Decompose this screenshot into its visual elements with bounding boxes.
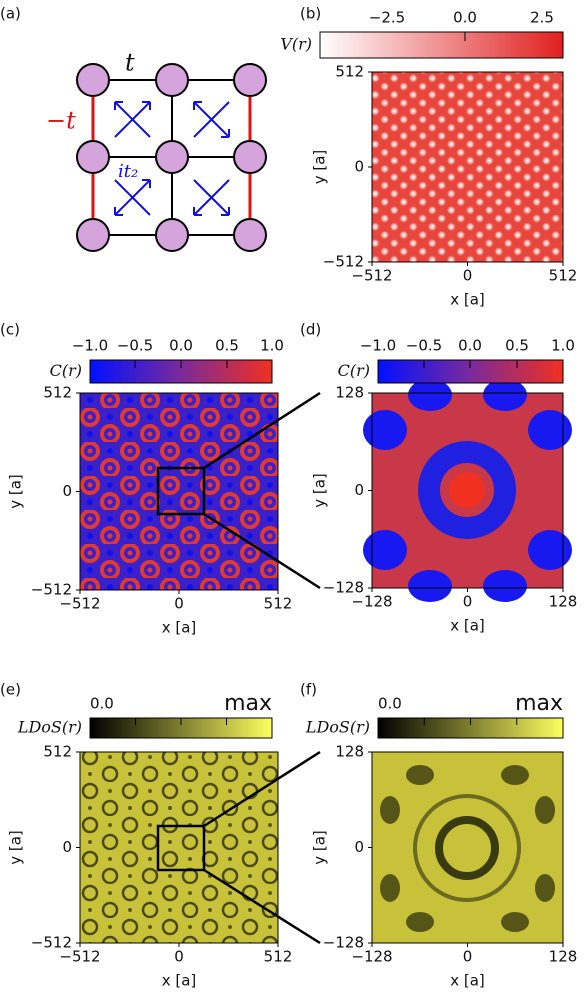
lattice <box>76 63 267 252</box>
colorbar-label: V(r) <box>280 35 312 54</box>
colorbar-tick-label: 1.0 <box>260 337 284 355</box>
x-axis-label: x [a] <box>450 617 485 635</box>
colorbar-tick-label: 0.5 <box>215 337 239 355</box>
colorbar-tick-label: 0.0 <box>169 337 193 355</box>
y-tick-label: 512 <box>43 743 72 761</box>
panel-label: (c) <box>0 321 20 339</box>
y-tick-label: 0 <box>62 482 72 500</box>
x-tick-label: 0 <box>463 593 473 611</box>
colorbar-tick-label: max <box>224 691 272 716</box>
x-tick-label: 0 <box>174 595 184 613</box>
y-tick-label: −512 <box>31 934 72 952</box>
panel-label: (b) <box>300 5 321 23</box>
x-axis-label: x [a] <box>450 291 485 309</box>
colorbar-label: LDoS(r) <box>305 718 370 737</box>
y-axis-label: y [a] <box>7 830 25 865</box>
x-axis-label: x [a] <box>162 619 197 637</box>
colorbar-tick-label: 1.0 <box>551 337 575 355</box>
x-tick-label: −512 <box>351 267 392 285</box>
colorbar-label: LDoS(r) <box>17 718 82 737</box>
x-tick-label: 0 <box>463 267 473 285</box>
colorbar-tick-label: 0.0 <box>378 695 402 713</box>
y-axis-label: y [a] <box>311 150 329 185</box>
y-tick-label: 128 <box>335 743 364 761</box>
hopping-label: −t <box>46 107 76 135</box>
x-tick-label: 128 <box>549 948 578 966</box>
colorbar-tick-label: −2.5 <box>369 9 405 27</box>
heatmap <box>372 72 563 262</box>
colorbar-tick-label: 2.5 <box>530 9 554 27</box>
x-tick-label: −128 <box>351 593 392 611</box>
colorbar-tick-label: 0.5 <box>505 337 529 355</box>
y-tick-label: −512 <box>323 253 364 271</box>
panel-label: (d) <box>300 321 321 339</box>
y-tick-label: −128 <box>323 934 364 952</box>
y-tick-label: 0 <box>354 481 364 499</box>
colorbar-tick-label: 0.0 <box>458 337 482 355</box>
y-axis-label: y [a] <box>311 473 329 508</box>
colorbar-tick-label: −0.5 <box>406 337 442 355</box>
colorbar-tick-label: 0.0 <box>453 9 477 27</box>
colorbar-tick-label: −1.0 <box>72 337 108 355</box>
x-tick-label: 512 <box>264 948 293 966</box>
x-axis-label: x [a] <box>162 972 197 990</box>
heatmap <box>363 379 572 602</box>
y-tick-label: 0 <box>354 838 364 856</box>
y-axis-label: y [a] <box>7 474 25 509</box>
y-tick-label: 0 <box>62 838 72 856</box>
x-tick-label: 512 <box>549 267 578 285</box>
colorbar-label: C(r) <box>50 361 82 380</box>
panel-label: (e) <box>0 681 21 699</box>
colorbar <box>319 31 564 59</box>
hopping-label: t <box>125 49 135 77</box>
x-tick-label: 0 <box>174 948 184 966</box>
x-tick-label: 0 <box>463 948 473 966</box>
colorbar-tick-label: 0.0 <box>90 695 114 713</box>
y-tick-label: 512 <box>43 384 72 402</box>
x-tick-label: −128 <box>351 948 392 966</box>
colorbar-tick-label: −1.0 <box>360 337 396 355</box>
y-tick-label: 128 <box>335 384 364 402</box>
x-tick-label: −512 <box>59 595 100 613</box>
heatmap <box>80 752 278 943</box>
y-tick-label: −512 <box>31 581 72 599</box>
y-axis-label: y [a] <box>311 830 329 865</box>
x-tick-label: −512 <box>59 948 100 966</box>
zoom-indicator <box>156 391 321 945</box>
heatmap <box>372 752 563 943</box>
heatmap <box>80 393 278 590</box>
y-tick-label: 0 <box>354 158 364 176</box>
colorbar-label: C(r) <box>338 361 370 380</box>
colorbar-tick-label: −0.5 <box>117 337 153 355</box>
x-tick-label: 128 <box>549 593 578 611</box>
panel-label: (f) <box>300 681 317 699</box>
x-axis-label: x [a] <box>450 972 485 990</box>
hopping-label: it₂ <box>118 161 138 182</box>
y-tick-label: −128 <box>323 579 364 597</box>
colorbar-tick-label: max <box>515 691 563 716</box>
panel-label: (a) <box>0 5 21 23</box>
x-tick-label: 512 <box>264 595 293 613</box>
y-tick-label: 512 <box>335 63 364 81</box>
